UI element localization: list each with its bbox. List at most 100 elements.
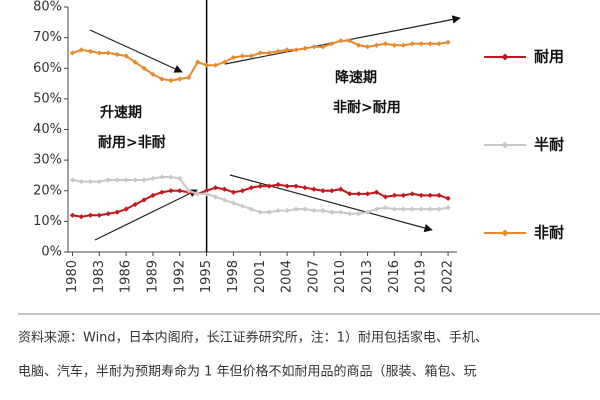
- point-marker: [275, 182, 281, 188]
- point-marker: [212, 194, 219, 200]
- point-marker: [186, 188, 192, 194]
- point-marker: [356, 211, 362, 217]
- point-marker: [284, 183, 290, 189]
- point-marker: [123, 177, 129, 183]
- point-marker: [69, 50, 76, 56]
- point-marker: [293, 47, 299, 53]
- point-marker: [320, 188, 326, 194]
- point-marker: [150, 71, 156, 77]
- series-line: [72, 39, 449, 82]
- point-marker: [445, 195, 451, 202]
- x-tick-label: 2022: [441, 260, 456, 293]
- point-marker: [284, 47, 290, 53]
- x-tick-label: 2004: [280, 260, 295, 293]
- legend-label: 耐用: [534, 48, 564, 66]
- note-line: 电脑、汽车，半耐为预期寿命为 1 年但价格不如耐用品的商品（服装、箱包、玩: [18, 364, 477, 380]
- point-marker: [96, 50, 102, 56]
- point-marker: [168, 174, 174, 180]
- point-marker: [123, 53, 129, 59]
- y-tick-label: 50%: [33, 91, 62, 106]
- point-marker: [445, 39, 451, 45]
- point-marker: [69, 177, 76, 183]
- x-tick-label: 1998: [226, 260, 241, 293]
- point-marker: [409, 191, 415, 197]
- point-marker: [382, 204, 389, 211]
- point-marker: [347, 211, 353, 217]
- x-tick-label: 1986: [119, 260, 134, 293]
- y-tick-label: 60%: [33, 61, 62, 76]
- point-marker: [96, 212, 102, 218]
- point-marker: [239, 53, 245, 59]
- point-marker: [409, 206, 415, 212]
- point-marker: [132, 201, 138, 208]
- point-marker: [302, 185, 308, 191]
- point-marker: [320, 44, 326, 50]
- point-marker: [436, 206, 442, 212]
- arrow: [94, 189, 198, 241]
- point-marker: [293, 183, 299, 189]
- point-marker: [230, 54, 237, 61]
- point-marker: [338, 38, 344, 44]
- legend-label: 半耐: [534, 136, 564, 154]
- x-tick-label: 1980: [65, 260, 80, 293]
- point-marker: [347, 191, 353, 197]
- point-marker: [239, 203, 245, 209]
- point-marker: [427, 192, 433, 198]
- point-marker: [105, 177, 111, 183]
- point-marker: [311, 208, 317, 214]
- point-marker: [293, 206, 299, 212]
- point-marker: [400, 206, 406, 212]
- point-marker: [311, 186, 317, 192]
- point-marker: [114, 51, 120, 58]
- point-marker: [418, 41, 424, 47]
- point-marker: [105, 50, 111, 56]
- point-marker: [159, 76, 165, 82]
- point-marker: [186, 74, 192, 81]
- point-marker: [87, 212, 93, 218]
- point-marker: [78, 178, 85, 185]
- point-marker: [204, 188, 210, 194]
- point-marker: [159, 189, 165, 195]
- point-marker: [69, 212, 76, 218]
- annotation: 降速期: [335, 69, 377, 86]
- point-marker: [418, 192, 424, 198]
- point-marker: [329, 41, 335, 47]
- point-marker: [391, 206, 398, 212]
- point-marker: [356, 191, 362, 197]
- point-marker: [347, 38, 353, 44]
- point-marker: [356, 42, 362, 48]
- y-tick-label: 80%: [33, 0, 62, 15]
- point-marker: [114, 177, 120, 183]
- point-marker: [177, 188, 183, 194]
- point-marker: [230, 200, 237, 206]
- legend-marker: [501, 53, 509, 61]
- y-tick-label: 70%: [33, 30, 62, 45]
- point-marker: [373, 206, 380, 212]
- point-marker: [302, 206, 308, 212]
- legend-marker: [501, 141, 509, 149]
- point-marker: [248, 185, 254, 191]
- point-marker: [418, 206, 424, 212]
- point-marker: [78, 47, 85, 53]
- point-marker: [373, 189, 380, 195]
- point-marker: [195, 191, 201, 197]
- point-marker: [373, 42, 380, 48]
- point-marker: [159, 174, 165, 180]
- point-marker: [150, 192, 156, 198]
- point-marker: [212, 185, 219, 191]
- x-tick-label: 2007: [306, 260, 321, 293]
- point-marker: [177, 175, 183, 182]
- point-marker: [248, 53, 254, 59]
- y-tick-label: 10%: [33, 214, 62, 229]
- point-marker: [87, 48, 93, 55]
- point-marker: [204, 62, 210, 68]
- point-marker: [123, 206, 129, 212]
- point-marker: [168, 188, 174, 194]
- x-tick-label: 1992: [172, 260, 187, 293]
- point-marker: [195, 59, 201, 65]
- point-marker: [311, 44, 317, 50]
- arrow: [89, 29, 183, 73]
- point-marker: [132, 177, 138, 183]
- point-marker: [329, 209, 335, 215]
